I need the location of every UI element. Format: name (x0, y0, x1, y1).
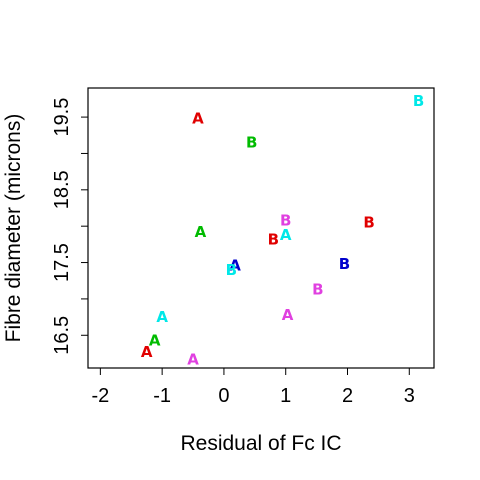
x-tick-label: 1 (280, 385, 291, 407)
y-tick-label: 17.5 (51, 243, 73, 282)
data-point: B (413, 92, 424, 110)
data-point: A (187, 350, 199, 368)
data-point: B (312, 280, 323, 298)
y-tick-label: 16.5 (51, 316, 73, 355)
plot-frame (87, 87, 435, 369)
data-point: A (195, 223, 207, 241)
x-tick-label: 2 (342, 385, 353, 407)
x-tick-label: 0 (218, 385, 229, 407)
data-point: A (280, 226, 292, 244)
data-point: B (339, 255, 350, 273)
data-point: A (149, 331, 161, 349)
y-tick-label: 19.5 (51, 98, 73, 137)
y-axis: 16.5 17.5 18.5 19.5 (51, 98, 88, 355)
x-tick-label: -2 (91, 385, 109, 407)
data-point: A (282, 306, 294, 324)
data-point: B (268, 230, 279, 248)
data-point: A (156, 308, 168, 326)
data-point: B (280, 211, 291, 229)
y-axis-label: Fibre diameter (microns) (2, 114, 25, 343)
data-point: A (229, 256, 241, 274)
data-point: A (192, 110, 204, 128)
x-axis-label: Residual of Fc IC (180, 432, 341, 455)
data-point: B (363, 214, 374, 232)
data-point: B (226, 261, 237, 279)
x-tick-label: -1 (153, 385, 171, 407)
data-point: A (141, 343, 153, 361)
x-axis: -2 -1 0 1 2 3 (91, 368, 415, 407)
data-point: B (246, 134, 257, 152)
y-tick-label: 18.5 (51, 170, 73, 209)
x-tick-label: 3 (404, 385, 415, 407)
